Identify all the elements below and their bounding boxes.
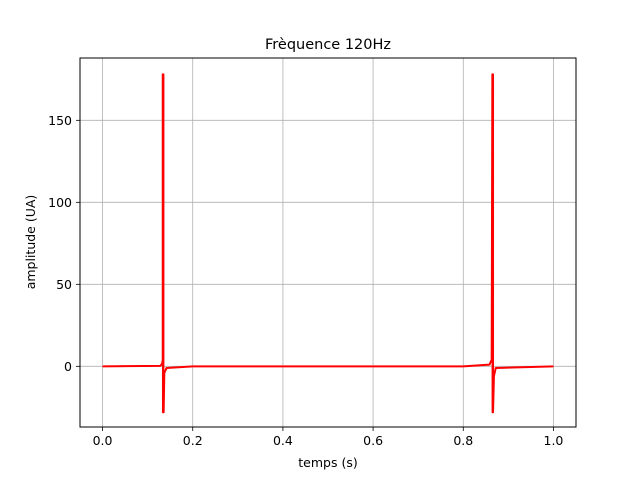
y-tick-label: 150 — [48, 113, 72, 128]
y-tick-label: 0 — [64, 359, 72, 374]
plot-frame — [79, 57, 577, 428]
y-tick-label: 100 — [48, 195, 72, 210]
x-tick-label: 0.0 — [93, 433, 113, 448]
x-tick-label: 0.6 — [363, 433, 383, 448]
series-line — [102, 73, 554, 414]
y-axis-ticks: 0 50 100 150 — [48, 113, 80, 374]
x-axis-ticks: 0.0 0.2 0.4 0.6 0.8 1.0 — [93, 427, 564, 448]
x-axis-label: temps (s) — [298, 455, 357, 470]
x-tick-label: 0.2 — [183, 433, 203, 448]
y-tick-label: 50 — [56, 277, 72, 292]
x-tick-label: 0.4 — [273, 433, 293, 448]
series-layer — [102, 73, 554, 414]
x-tick-label: 1.0 — [544, 433, 564, 448]
y-axis-label: amplitude (UA) — [23, 195, 38, 290]
chart-title: Frèquence 120Hz — [265, 37, 391, 53]
x-tick-label: 0.8 — [453, 433, 473, 448]
